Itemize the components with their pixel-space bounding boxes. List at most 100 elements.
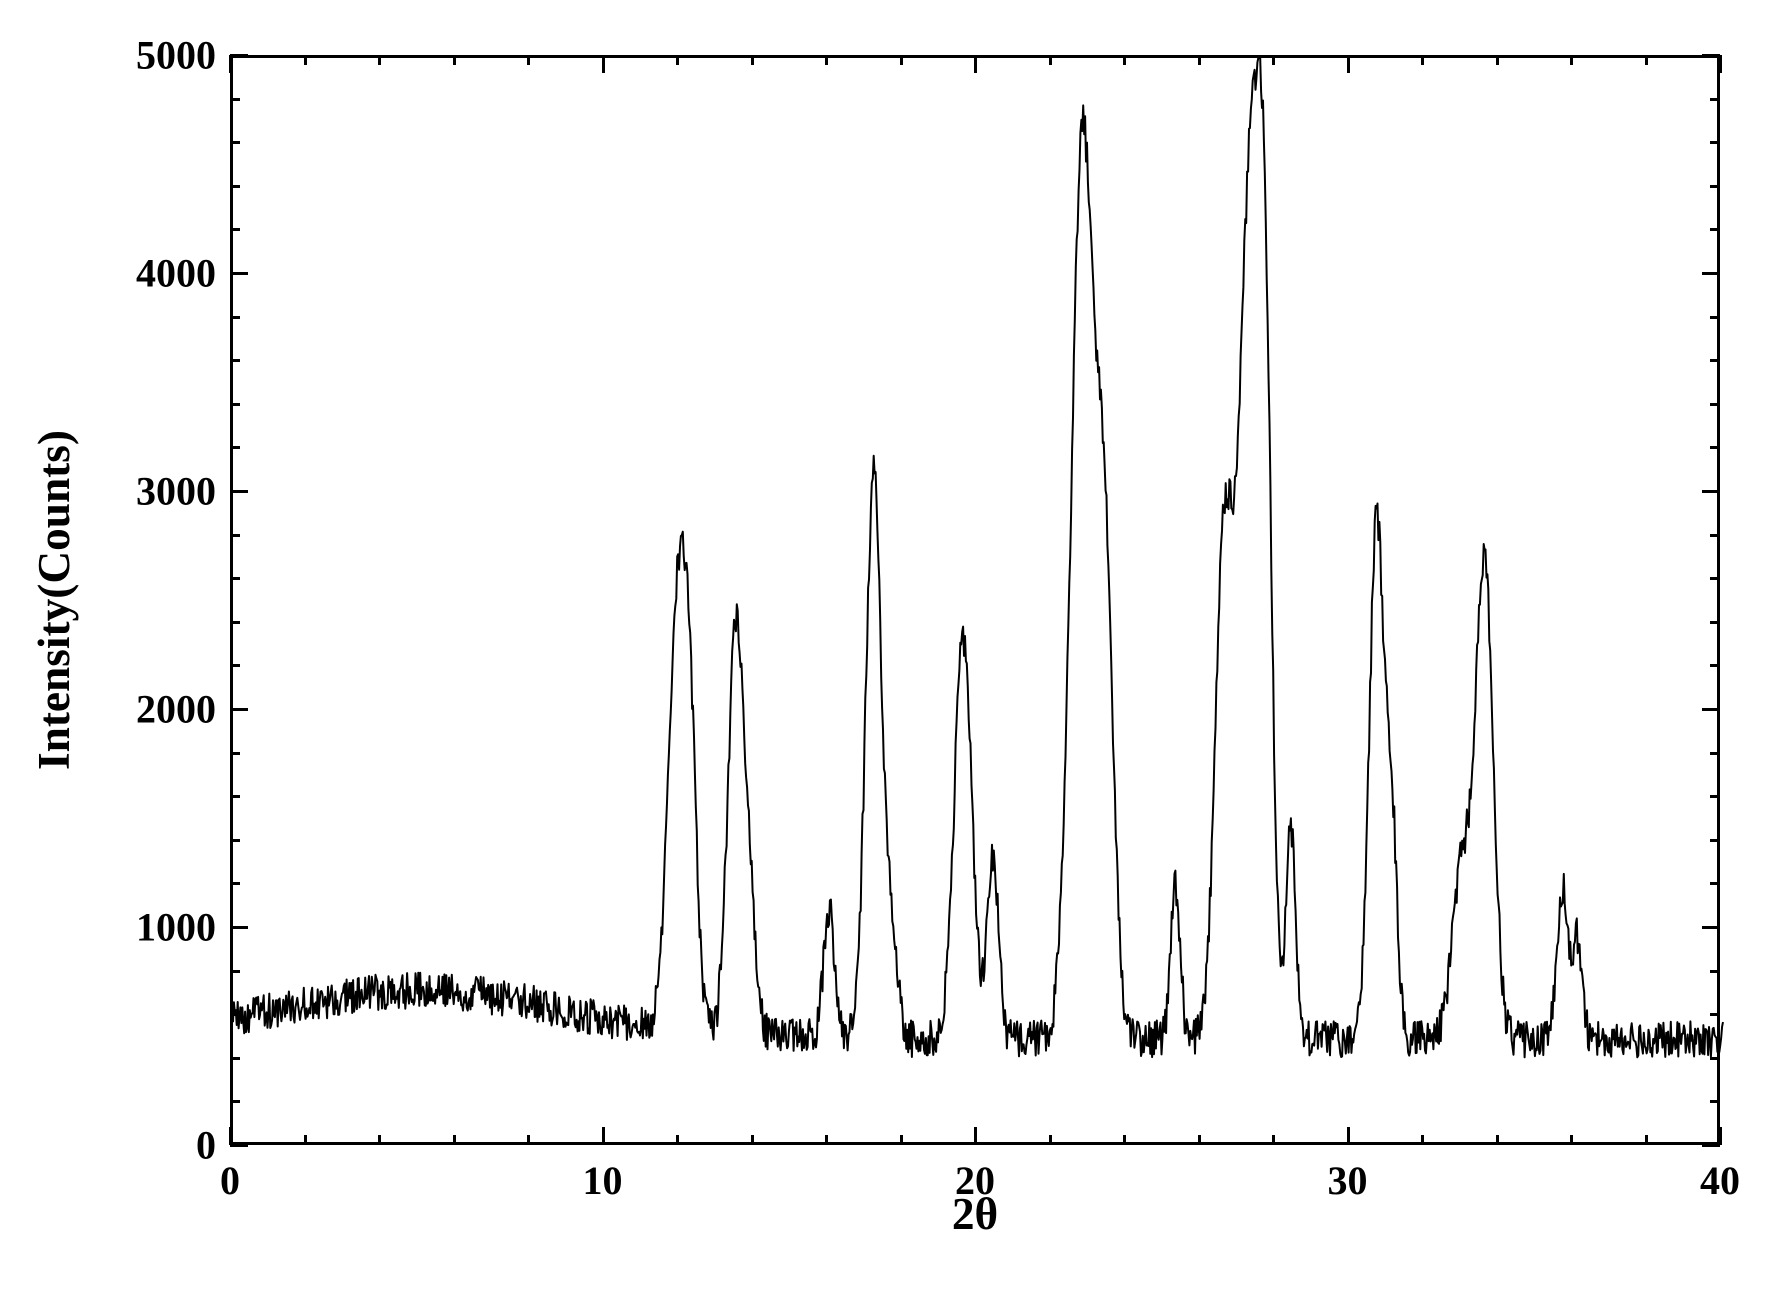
y-tick: [1710, 1100, 1720, 1103]
y-tick: [230, 1013, 240, 1016]
x-tick: [527, 55, 530, 65]
y-tick: [230, 664, 240, 667]
x-tick: [1198, 55, 1201, 65]
y-tick: [1702, 54, 1720, 57]
x-tick: [1570, 1135, 1573, 1145]
y-tick: [230, 882, 240, 885]
y-tick-label: 5000: [136, 32, 216, 79]
y-tick: [230, 1144, 248, 1147]
x-tick: [1719, 1127, 1722, 1145]
x-tick: [304, 1135, 307, 1145]
x-tick: [453, 55, 456, 65]
x-tick: [1347, 55, 1350, 73]
x-tick: [676, 1135, 679, 1145]
x-tick: [527, 1135, 530, 1145]
x-tick: [974, 1127, 977, 1145]
y-tick: [230, 359, 240, 362]
y-tick: [230, 272, 248, 275]
y-tick: [230, 752, 240, 755]
y-tick: [1710, 141, 1720, 144]
x-tick: [304, 55, 307, 65]
x-tick-label: 40: [1700, 1157, 1740, 1204]
x-tick: [900, 55, 903, 65]
x-tick: [1049, 55, 1052, 65]
y-tick: [1702, 926, 1720, 929]
x-tick: [1421, 55, 1424, 65]
y-tick: [230, 926, 248, 929]
y-tick: [230, 316, 240, 319]
y-tick-label: 2000: [136, 686, 216, 733]
y-tick: [1710, 839, 1720, 842]
y-tick: [1710, 970, 1720, 973]
y-tick-label: 1000: [136, 904, 216, 951]
y-tick: [230, 839, 240, 842]
y-tick: [1710, 359, 1720, 362]
y-tick: [230, 708, 248, 711]
y-tick-label: 0: [196, 1122, 216, 1169]
y-tick: [1710, 664, 1720, 667]
x-tick: [1049, 1135, 1052, 1145]
y-tick-label: 3000: [136, 468, 216, 515]
xrd-trace: [233, 58, 1723, 1057]
x-tick-label: 20: [955, 1157, 995, 1204]
plot-frame: [230, 55, 1720, 1145]
x-tick: [751, 55, 754, 65]
y-tick: [1710, 752, 1720, 755]
y-tick: [1710, 621, 1720, 624]
y-tick: [1710, 185, 1720, 188]
y-tick: [1702, 272, 1720, 275]
y-tick: [1710, 98, 1720, 101]
y-tick: [1702, 708, 1720, 711]
y-tick: [230, 621, 240, 624]
y-tick: [230, 795, 240, 798]
x-tick: [378, 55, 381, 65]
y-tick-label: 4000: [136, 250, 216, 297]
y-tick: [230, 577, 240, 580]
y-tick: [1710, 795, 1720, 798]
y-tick: [1710, 534, 1720, 537]
x-tick: [1347, 1127, 1350, 1145]
y-tick: [230, 228, 240, 231]
y-tick: [1710, 228, 1720, 231]
x-tick: [602, 1127, 605, 1145]
x-tick: [676, 55, 679, 65]
y-axis-label: Intensity(Counts): [28, 430, 80, 770]
y-tick: [1710, 316, 1720, 319]
y-tick: [1710, 446, 1720, 449]
y-tick: [1710, 403, 1720, 406]
y-tick: [230, 446, 240, 449]
y-tick: [230, 185, 240, 188]
x-tick: [1645, 55, 1648, 65]
x-tick: [1645, 1135, 1648, 1145]
y-tick: [230, 490, 248, 493]
figure: Intensity(Counts) 2θ 0102030400100020003…: [0, 0, 1776, 1298]
y-tick: [230, 403, 240, 406]
y-tick: [1710, 882, 1720, 885]
y-tick: [230, 970, 240, 973]
x-tick-label: 0: [220, 1157, 240, 1204]
x-tick: [825, 55, 828, 65]
y-tick: [230, 98, 240, 101]
x-tick: [1272, 55, 1275, 65]
y-tick: [230, 534, 240, 537]
x-tick: [1496, 55, 1499, 65]
y-tick: [230, 1057, 240, 1060]
x-tick: [1198, 1135, 1201, 1145]
x-tick: [900, 1135, 903, 1145]
y-tick: [1702, 490, 1720, 493]
y-tick: [230, 1100, 240, 1103]
x-tick: [229, 55, 232, 73]
x-tick-label: 30: [1328, 1157, 1368, 1204]
x-tick: [825, 1135, 828, 1145]
y-tick: [1710, 1013, 1720, 1016]
x-tick-label: 10: [583, 1157, 623, 1204]
x-tick: [751, 1135, 754, 1145]
x-tick: [1123, 55, 1126, 65]
x-tick: [453, 1135, 456, 1145]
y-tick: [230, 141, 240, 144]
x-tick: [378, 1135, 381, 1145]
x-tick: [974, 55, 977, 73]
x-tick: [602, 55, 605, 73]
x-tick: [1719, 55, 1722, 73]
y-tick: [230, 54, 248, 57]
